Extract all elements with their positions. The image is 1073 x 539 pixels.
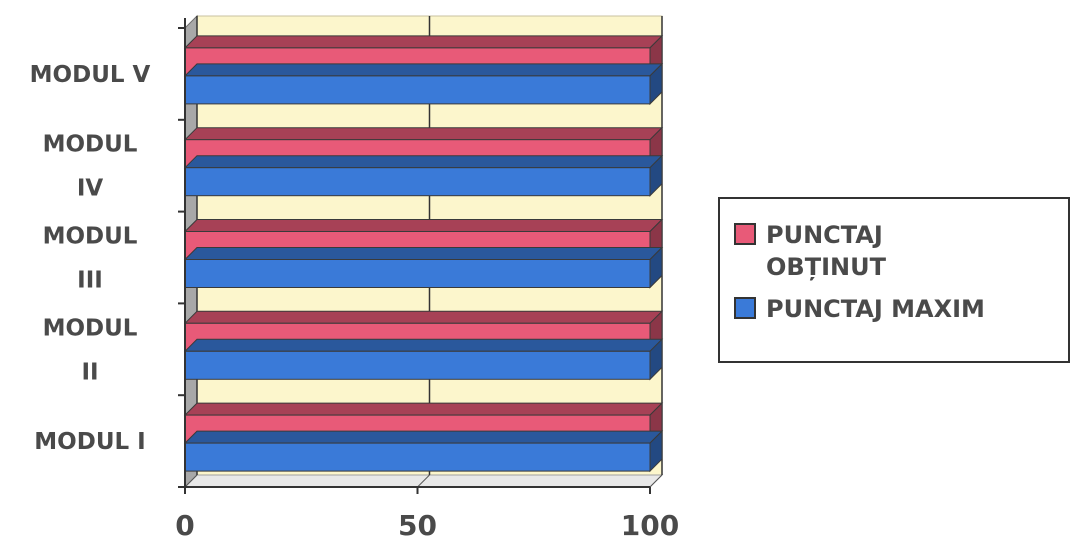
bar-front-face [184,350,651,380]
x-tick-label-50: 50 [398,509,437,539]
bar-end-face [649,246,663,289]
bar-front-face [184,167,651,197]
bar-top-face [183,402,664,416]
legend-label-punctaj-obtinut: PUNCTAJ OBȚINUT [766,221,886,281]
legend: PUNCTAJ OBȚINUT PUNCTAJ MAXIM [718,197,1070,363]
bar-top-face [183,310,664,324]
bar-end-face [649,154,663,197]
gridline-floor [417,474,430,488]
bar-top-face [183,35,664,49]
y-tick-label-modul-i: MODUL I [34,429,145,455]
y-tick-label-modul-ii: MODUL II [43,315,138,385]
gridline-floor [649,474,663,488]
bar-top-face [183,247,664,260]
legend-item-punctaj-obtinut: PUNCTAJ OBȚINUT [734,219,936,283]
bar-front-face [184,75,651,105]
bar-modul-iv-punctaj-maxim [183,154,664,197]
y-tick-label-modul-iv: MODUL IV [43,132,138,202]
y-tick-label-modul-v: MODUL V [30,62,151,88]
bar-end-face [649,62,663,106]
bar-modul-v-punctaj-maxim [183,62,664,106]
x-tick-label-0: 0 [175,509,194,539]
bar-end-face [649,338,663,381]
bar-top-face [183,430,664,444]
bar-modul-i-punctaj-maxim [183,429,664,473]
gridline-floor [184,474,198,488]
bar-top-face [183,127,664,141]
x-axis-tick-labels: 0 50 100 [175,509,679,539]
bar-end-face [649,429,663,473]
axes [178,18,651,494]
bar-top-face [183,338,664,352]
legend-swatch-punctaj-obtinut [734,223,756,245]
bar-top-face [183,155,664,169]
x-tick-label-100: 100 [621,509,679,539]
bar-front-face [184,259,651,288]
legend-item-punctaj-maxim: PUNCTAJ MAXIM [734,293,1056,325]
bar-front-face [184,442,651,472]
bar-top-face [183,219,664,232]
bar-modul-ii-punctaj-maxim [183,338,664,381]
bar-modul-iii-punctaj-maxim [183,246,664,289]
bar-top-face [183,63,664,77]
legend-swatch-punctaj-maxim [734,297,756,319]
bars [183,34,664,473]
legend-label-punctaj-maxim: PUNCTAJ MAXIM [766,295,985,323]
y-tick-label-modul-iii: MODUL III [43,224,138,294]
y-axis-tick-labels: MODUL I MODUL II MODUL III MODUL IV MODUL V [30,62,151,455]
